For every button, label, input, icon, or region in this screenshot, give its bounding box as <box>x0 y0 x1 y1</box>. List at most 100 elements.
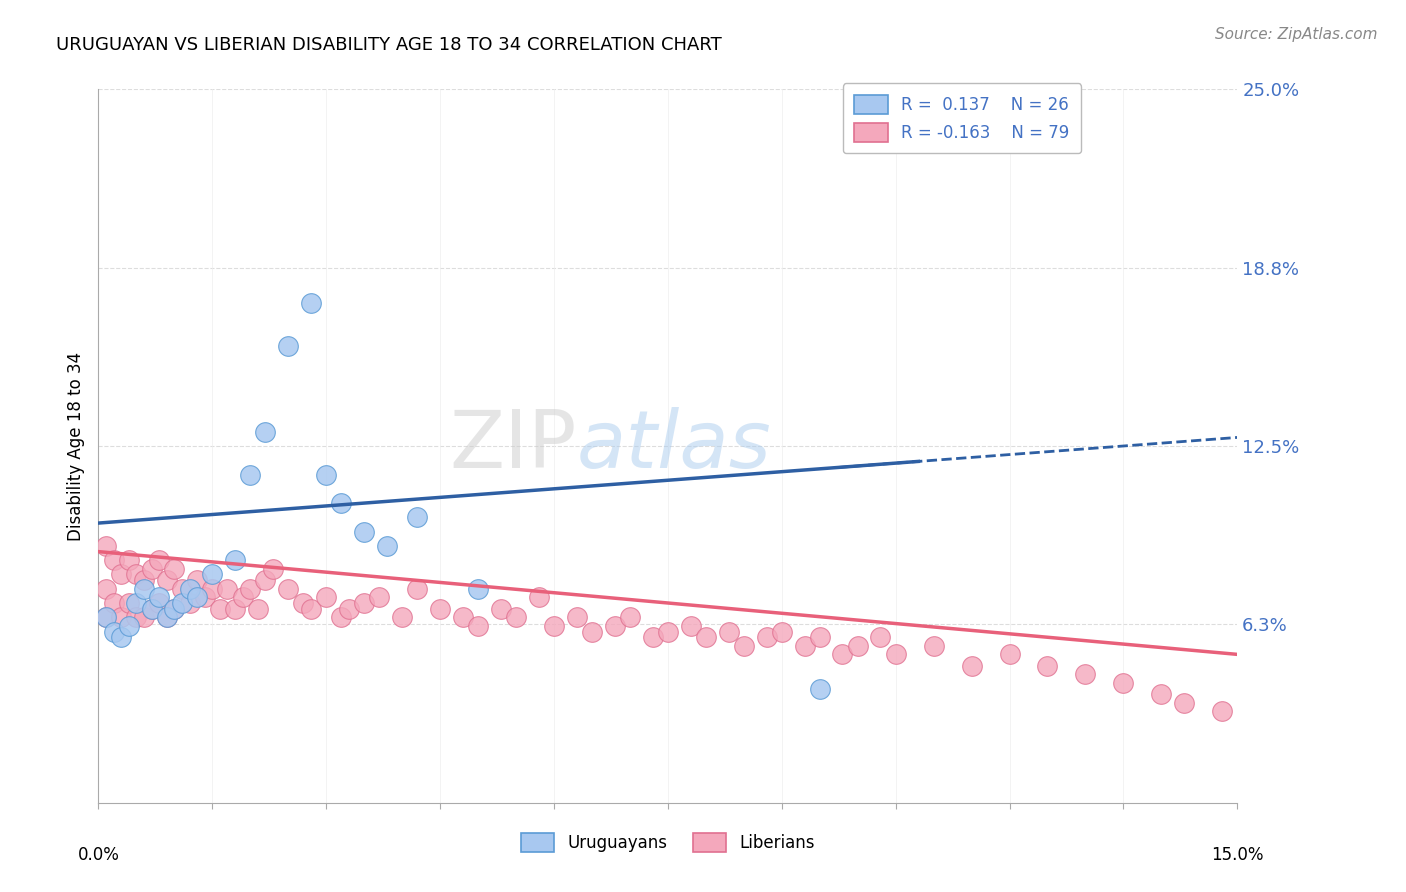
Point <box>103 624 125 639</box>
Text: ZIP: ZIP <box>450 407 576 485</box>
Point <box>505 610 527 624</box>
Point <box>239 582 262 596</box>
Point <box>1150 687 1173 701</box>
Point <box>224 553 246 567</box>
Point <box>118 596 141 610</box>
Point <box>94 582 117 596</box>
Point <box>603 619 626 633</box>
Point <box>148 591 170 605</box>
Text: Source: ZipAtlas.com: Source: ZipAtlas.com <box>1215 27 1378 42</box>
Point <box>299 296 322 310</box>
Point <box>467 619 489 633</box>
Point <box>103 596 125 610</box>
Point <box>641 630 664 644</box>
Point <box>201 567 224 582</box>
Point <box>148 553 170 567</box>
Point <box>163 601 186 615</box>
Y-axis label: Disability Age 18 to 34: Disability Age 18 to 34 <box>66 351 84 541</box>
Point <box>717 624 740 639</box>
Point <box>467 582 489 596</box>
Point <box>884 648 907 662</box>
Point <box>808 630 831 644</box>
Point <box>277 582 299 596</box>
Point <box>527 591 550 605</box>
Point <box>733 639 755 653</box>
Point <box>922 639 945 653</box>
Point <box>246 601 269 615</box>
Point <box>194 591 217 605</box>
Point <box>186 573 208 587</box>
Text: 15.0%: 15.0% <box>1211 846 1264 863</box>
Point <box>406 582 429 596</box>
Point <box>695 630 717 644</box>
Point <box>581 624 603 639</box>
Point <box>277 339 299 353</box>
Point <box>299 601 322 615</box>
Point <box>353 596 375 610</box>
Point <box>565 610 588 624</box>
Point <box>132 582 155 596</box>
Point <box>148 596 170 610</box>
Point <box>679 619 702 633</box>
Point <box>808 681 831 696</box>
Point <box>429 601 451 615</box>
Point <box>254 425 277 439</box>
Point <box>170 582 193 596</box>
Point <box>103 553 125 567</box>
Point <box>201 582 224 596</box>
Point <box>110 630 132 644</box>
Text: atlas: atlas <box>576 407 772 485</box>
Point <box>156 610 179 624</box>
Point <box>125 567 148 582</box>
Point <box>110 610 132 624</box>
Point <box>543 619 565 633</box>
Point <box>179 582 201 596</box>
Point <box>118 553 141 567</box>
Point <box>170 596 193 610</box>
Point <box>330 610 353 624</box>
Point <box>770 624 793 639</box>
Point <box>292 596 315 610</box>
Point <box>224 601 246 615</box>
Point <box>330 496 353 510</box>
Point <box>125 596 148 610</box>
Point <box>337 601 360 615</box>
Point <box>846 639 869 653</box>
Text: URUGUAYAN VS LIBERIAN DISABILITY AGE 18 TO 34 CORRELATION CHART: URUGUAYAN VS LIBERIAN DISABILITY AGE 18 … <box>56 36 723 54</box>
Point <box>239 467 262 482</box>
Point <box>1211 705 1233 719</box>
Point <box>208 601 231 615</box>
Point <box>391 610 413 624</box>
Point <box>132 573 155 587</box>
Point <box>254 573 277 587</box>
Point <box>489 601 512 615</box>
Point <box>960 658 983 673</box>
Point <box>163 562 186 576</box>
Point <box>406 510 429 524</box>
Point <box>1112 676 1135 690</box>
Point <box>232 591 254 605</box>
Point <box>186 591 208 605</box>
Point <box>141 562 163 576</box>
Point <box>315 467 337 482</box>
Point <box>94 610 117 624</box>
Point <box>315 591 337 605</box>
Point <box>869 630 891 644</box>
Point <box>353 524 375 539</box>
Point <box>619 610 641 624</box>
Point <box>179 596 201 610</box>
Point <box>262 562 284 576</box>
Point <box>141 601 163 615</box>
Point <box>831 648 853 662</box>
Point <box>375 539 398 553</box>
Point <box>998 648 1021 662</box>
Point <box>217 582 239 596</box>
Point <box>132 610 155 624</box>
Point <box>451 610 474 624</box>
Point <box>156 573 179 587</box>
Point <box>657 624 679 639</box>
Point <box>1074 667 1097 681</box>
Point <box>156 610 179 624</box>
Point <box>110 567 132 582</box>
Point <box>141 601 163 615</box>
